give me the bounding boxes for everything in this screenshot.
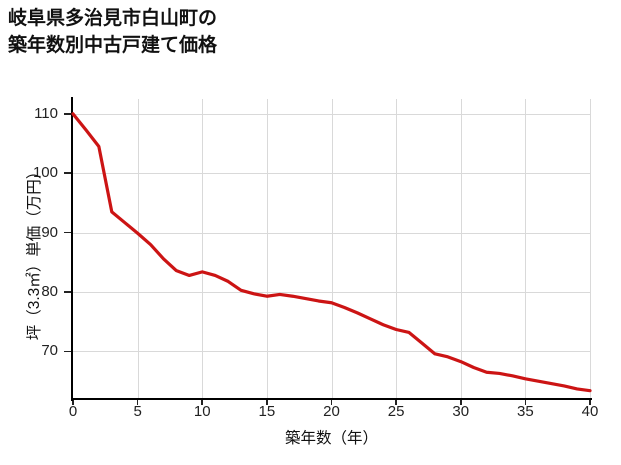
x-axis-title: 築年数（年） (284, 430, 378, 447)
x-axis-tick (266, 399, 268, 405)
x-axis-tick-label: 5 (133, 403, 142, 420)
x-axis-tick (459, 399, 462, 405)
y-axis-tick-label: 70 (41, 342, 58, 360)
y-axis-line (71, 97, 74, 401)
gridline-vertical (266, 99, 268, 399)
x-axis-tick-label: 25 (387, 403, 405, 420)
y-axis-tick (64, 172, 71, 175)
gridline-vertical (396, 99, 398, 399)
y-axis-tick-label: 100 (32, 164, 58, 182)
y-axis-tick (64, 350, 71, 353)
gridline-vertical (525, 99, 527, 399)
x-axis-tick-label: 0 (68, 403, 78, 420)
x-axis-tick (395, 399, 397, 405)
y-axis-tick (64, 291, 71, 293)
x-axis-tick-label: 10 (193, 403, 211, 420)
x-axis-tick-label: 20 (323, 403, 340, 420)
x-axis-tick-label: 30 (452, 403, 470, 420)
chart-title: 岐阜県多治見市白山町の 築年数別中古戸建て価格 (8, 8, 218, 56)
x-axis-tick (201, 399, 204, 405)
plot-right-spine (590, 99, 591, 399)
x-axis-tick (589, 399, 591, 405)
y-axis-tick (64, 113, 71, 115)
gridline-vertical (331, 99, 333, 399)
x-axis-tick (330, 399, 333, 405)
x-axis-tick (524, 399, 527, 405)
y-axis-tick-label: 80 (41, 283, 58, 301)
x-axis-line (71, 398, 592, 401)
gridline-vertical (137, 99, 139, 399)
gridline-vertical (202, 99, 204, 399)
gridline-vertical (460, 99, 462, 399)
x-axis-tick-label: 35 (517, 403, 534, 420)
y-axis-tick-label: 110 (34, 104, 58, 122)
x-axis-tick (72, 399, 74, 405)
x-axis-tick-label: 40 (581, 403, 599, 420)
y-axis-tick (64, 231, 71, 234)
y-axis-title: 坪（3.3㎡）単価（万円） (26, 163, 43, 341)
x-axis-tick-label: 15 (258, 403, 276, 420)
y-axis-tick-label: 90 (41, 223, 58, 241)
x-axis-tick (136, 399, 139, 405)
